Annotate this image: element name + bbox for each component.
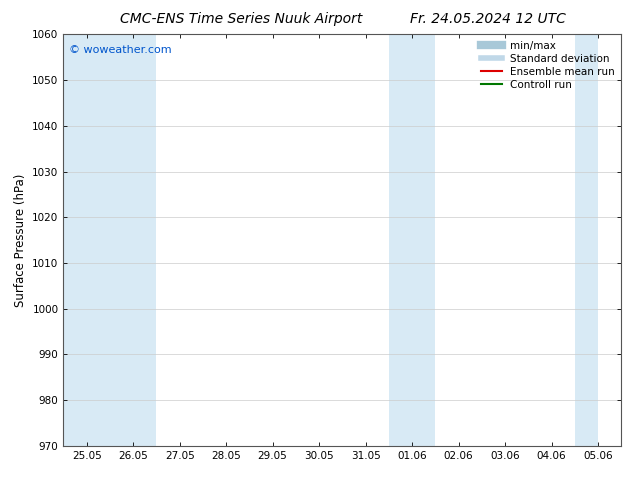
Y-axis label: Surface Pressure (hPa): Surface Pressure (hPa) [14, 173, 27, 307]
Bar [110, 34, 157, 446]
Bar [575, 34, 598, 446]
Text: CMC-ENS Time Series Nuuk Airport: CMC-ENS Time Series Nuuk Airport [120, 12, 362, 26]
Bar [63, 34, 110, 446]
Legend: min/max, Standard deviation, Ensemble mean run, Controll run: min/max, Standard deviation, Ensemble me… [477, 36, 619, 94]
Text: © woweather.com: © woweather.com [69, 45, 172, 54]
Bar [389, 34, 436, 446]
Text: Fr. 24.05.2024 12 UTC: Fr. 24.05.2024 12 UTC [410, 12, 566, 26]
